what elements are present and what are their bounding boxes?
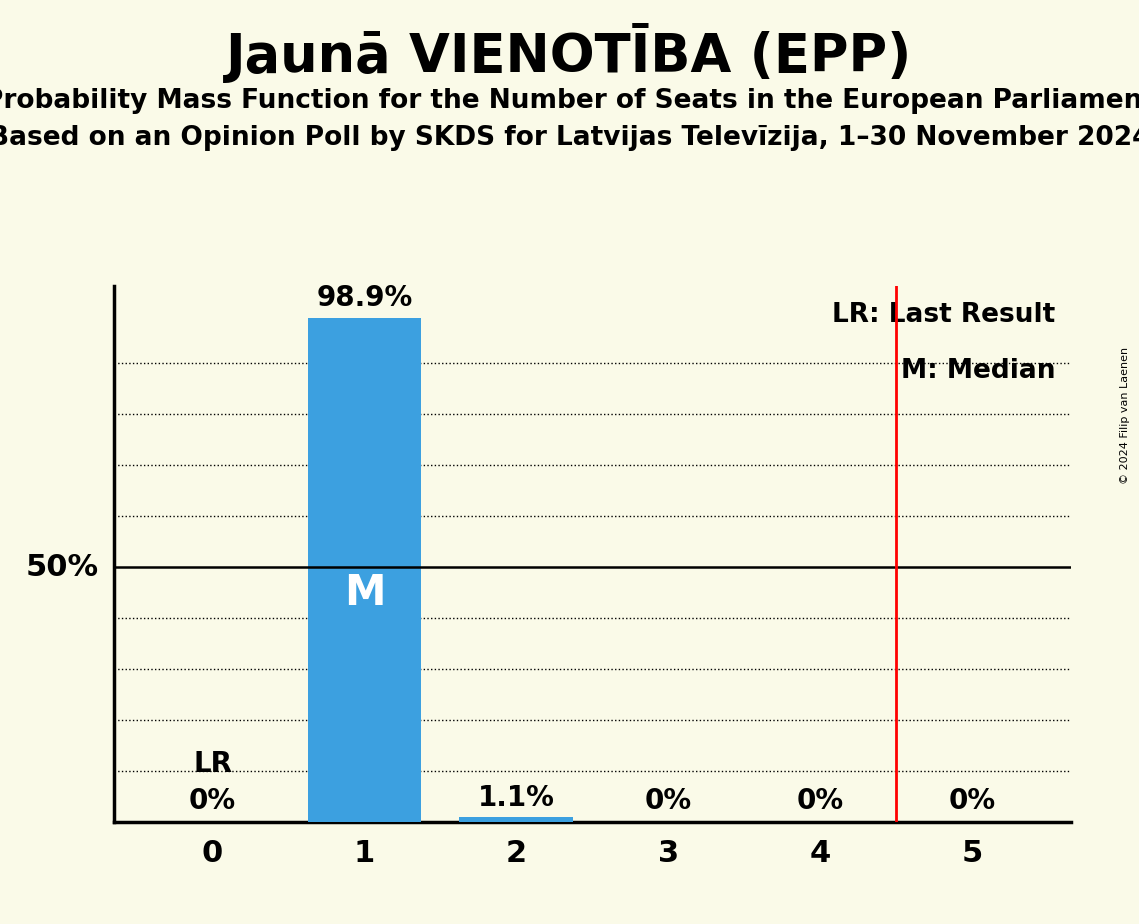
Text: © 2024 Filip van Laenen: © 2024 Filip van Laenen <box>1120 347 1130 484</box>
Text: 50%: 50% <box>25 553 99 582</box>
Text: LR: LR <box>194 749 232 778</box>
Text: LR: Last Result: LR: Last Result <box>833 302 1056 328</box>
Text: 0%: 0% <box>949 786 995 815</box>
Text: Jaunā VIENOTĪBA (EPP): Jaunā VIENOTĪBA (EPP) <box>227 23 912 83</box>
Text: M: M <box>344 572 385 614</box>
Text: M: Median: M: Median <box>901 358 1056 383</box>
Text: 0%: 0% <box>645 786 691 815</box>
Text: Probability Mass Function for the Number of Seats in the European Parliament: Probability Mass Function for the Number… <box>0 88 1139 114</box>
Bar <box>308 318 421 822</box>
Text: 1.1%: 1.1% <box>478 784 555 811</box>
Text: 98.9%: 98.9% <box>317 285 412 312</box>
Text: 0%: 0% <box>189 786 236 815</box>
Text: 0%: 0% <box>796 786 844 815</box>
Bar <box>459 817 573 822</box>
Text: Based on an Opinion Poll by SKDS for Latvijas Televīzija, 1–30 November 2024: Based on an Opinion Poll by SKDS for Lat… <box>0 125 1139 151</box>
